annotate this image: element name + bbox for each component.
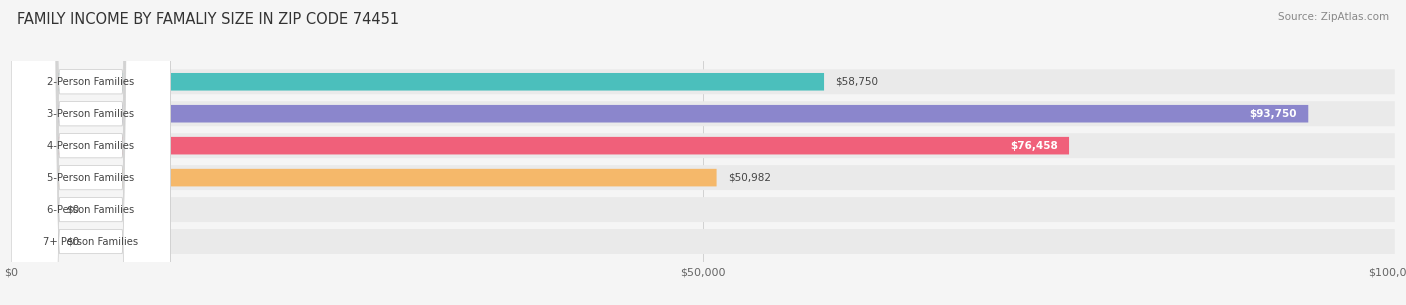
FancyBboxPatch shape — [11, 229, 1395, 254]
Text: 6-Person Families: 6-Person Families — [48, 205, 135, 215]
FancyBboxPatch shape — [11, 137, 1069, 154]
FancyBboxPatch shape — [11, 0, 170, 305]
FancyBboxPatch shape — [11, 73, 824, 91]
FancyBboxPatch shape — [11, 105, 1309, 123]
FancyBboxPatch shape — [11, 101, 1395, 126]
FancyBboxPatch shape — [11, 0, 170, 305]
FancyBboxPatch shape — [11, 201, 55, 218]
FancyBboxPatch shape — [11, 197, 1395, 222]
Text: $93,750: $93,750 — [1250, 109, 1298, 119]
Text: $50,982: $50,982 — [728, 173, 770, 183]
FancyBboxPatch shape — [11, 169, 717, 186]
Text: 7+ Person Families: 7+ Person Families — [44, 237, 138, 246]
Text: 2-Person Families: 2-Person Families — [48, 77, 135, 87]
FancyBboxPatch shape — [11, 0, 170, 305]
Text: 4-Person Families: 4-Person Families — [48, 141, 135, 151]
Text: FAMILY INCOME BY FAMALIY SIZE IN ZIP CODE 74451: FAMILY INCOME BY FAMALIY SIZE IN ZIP COD… — [17, 12, 399, 27]
Text: $0: $0 — [66, 237, 80, 246]
FancyBboxPatch shape — [11, 133, 1395, 158]
FancyBboxPatch shape — [11, 0, 170, 305]
Text: $76,458: $76,458 — [1011, 141, 1057, 151]
Text: $58,750: $58,750 — [835, 77, 879, 87]
FancyBboxPatch shape — [11, 69, 1395, 94]
Text: 3-Person Families: 3-Person Families — [48, 109, 135, 119]
FancyBboxPatch shape — [11, 0, 170, 305]
FancyBboxPatch shape — [11, 0, 170, 305]
Text: Source: ZipAtlas.com: Source: ZipAtlas.com — [1278, 12, 1389, 22]
FancyBboxPatch shape — [11, 165, 1395, 190]
FancyBboxPatch shape — [11, 233, 55, 250]
Text: 5-Person Families: 5-Person Families — [48, 173, 135, 183]
Text: $0: $0 — [66, 205, 80, 215]
